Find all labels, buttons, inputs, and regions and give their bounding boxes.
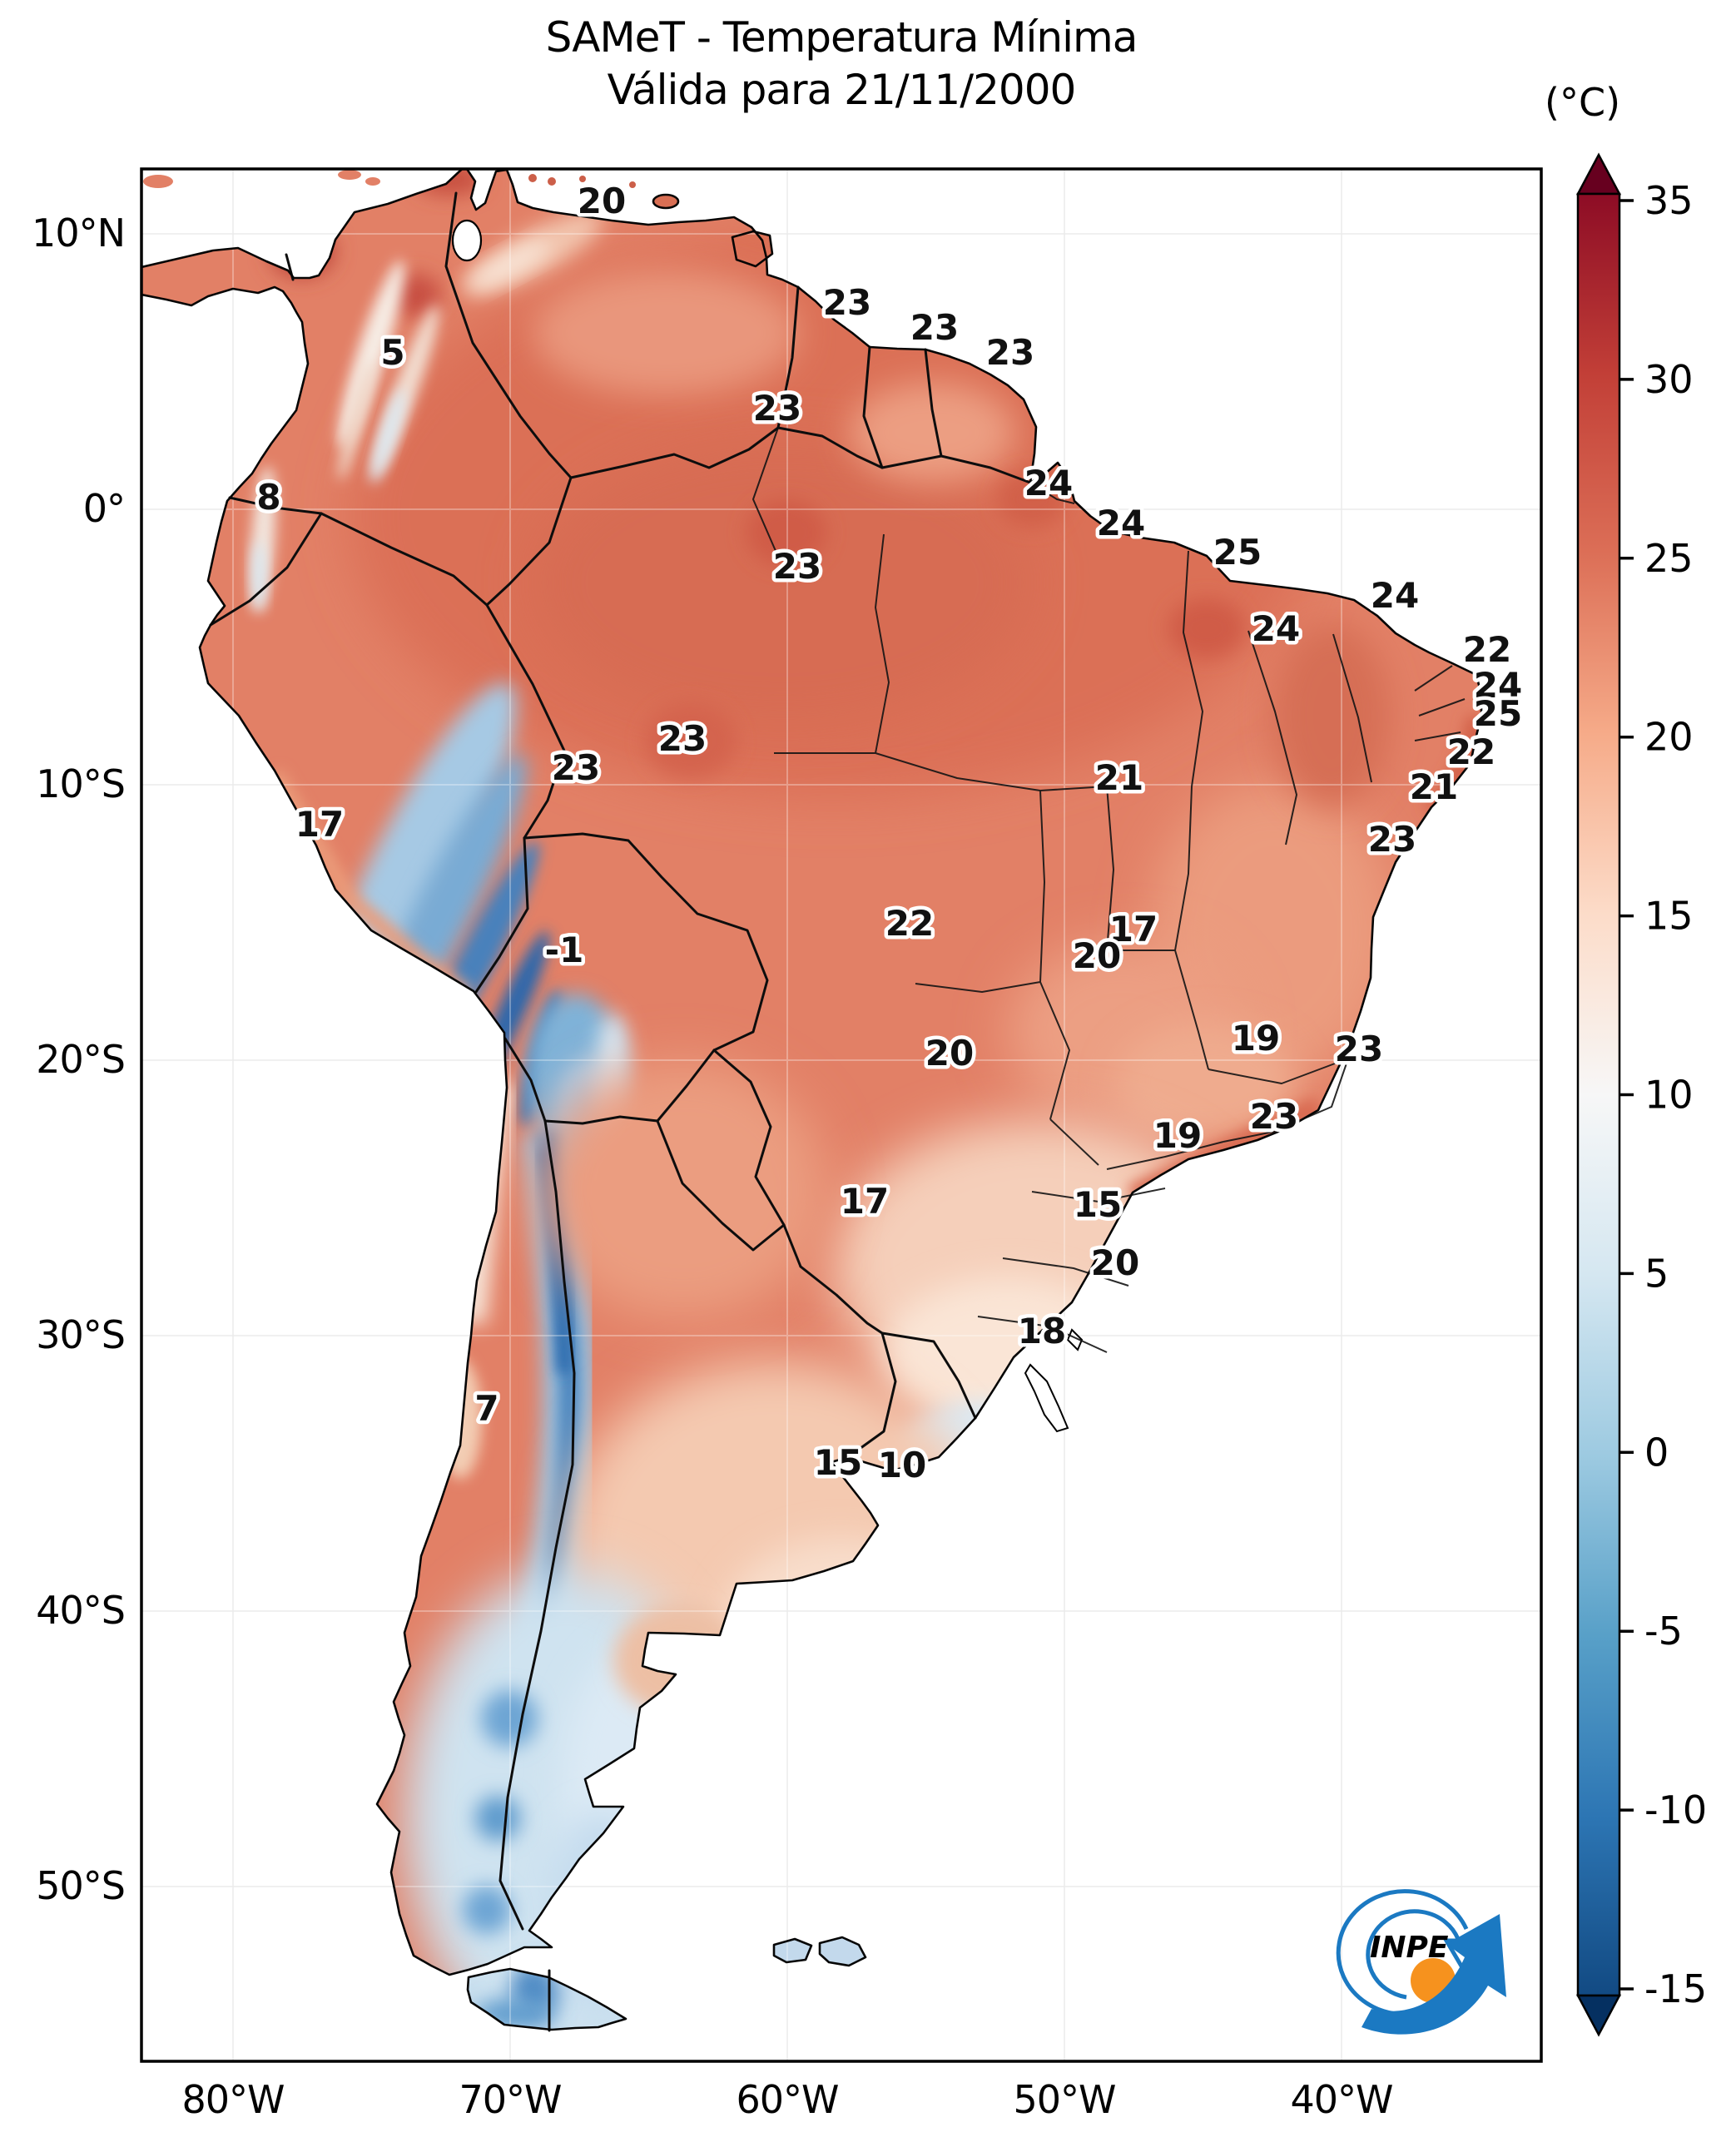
temperature-label: 24 [1252, 608, 1300, 649]
colorbar-tick-label: 0 [1644, 1430, 1669, 1475]
figure-title: SAMeT - Temperatura Mínima Válida para 2… [141, 12, 1541, 117]
colorbar-tick-label: -10 [1644, 1788, 1707, 1832]
country-borders [209, 191, 1032, 2032]
colorbar-tick-label: 20 [1644, 715, 1694, 760]
temperature-label: 21 [1095, 757, 1143, 798]
temperature-label: 15 [814, 1442, 862, 1483]
colorbar-tick-label: -5 [1644, 1609, 1683, 1654]
lat-tick-label: 30°S [36, 1312, 126, 1357]
figure-title-line2: Válida para 21/11/2000 [607, 66, 1077, 114]
colorbar-extend-bottom [1575, 1994, 1622, 2037]
temperature-label: 25 [1213, 532, 1262, 573]
colorbar-ticks: 35 30 25 20 15 10 5 0 -5 -10 -15 [1619, 178, 1707, 2011]
coastline [141, 169, 1483, 2031]
colorbar-tick-label: 25 [1644, 536, 1694, 581]
lon-tick-label: 80°W [181, 2077, 285, 2122]
colorbar-tick-label: 5 [1644, 1251, 1669, 1296]
inpe-logo-text: INPE [1370, 1931, 1449, 1965]
temperature-label: 22 [885, 903, 934, 944]
temperature-label: 23 [1335, 1029, 1383, 1069]
inpe-logo: INPE [1336, 1889, 1506, 2035]
temperature-label: 8 [256, 477, 280, 518]
map-frame [140, 167, 1543, 2063]
lat-tick-label: 50°S [36, 1863, 126, 1908]
temperature-label: 10 [878, 1445, 926, 1485]
temperature-label: 24 [1371, 575, 1419, 616]
temperature-label: 19 [1232, 1018, 1280, 1059]
temperature-label: 23 [658, 718, 707, 759]
temperature-label: -1 [545, 930, 584, 970]
temperature-label: 7 [474, 1388, 498, 1429]
temperature-label: 23 [910, 307, 959, 348]
south-america-landmass [141, 169, 1481, 2030]
temperature-label: 18 [1018, 1311, 1066, 1351]
temperature-label: 20 [578, 181, 626, 221]
temperature-label: 20 [1091, 1242, 1139, 1283]
temperature-label: 23 [986, 332, 1034, 373]
temperature-label: 23 [753, 388, 801, 429]
state-borders [752, 427, 1466, 1353]
temperature-label: 22 [1463, 629, 1511, 670]
latitude-axis: 10°N 0° 10°S 20°S 30°S 40°S 50°S [0, 0, 126, 2152]
lat-tick-label: 40°S [36, 1588, 126, 1633]
inpe-logo-inner-swirl [1366, 1909, 1461, 2000]
lon-tick-label: 70°W [459, 2077, 562, 2122]
temperature-label: 23 [552, 747, 600, 788]
colorbar-tick-label: -15 [1644, 1966, 1707, 2011]
temperature-label: 23 [823, 282, 871, 323]
lat-tick-label: 10°S [36, 761, 126, 806]
temperature-label: 23 [1250, 1096, 1298, 1137]
temperature-label: 20 [1073, 935, 1121, 976]
temperature-label: 20 [925, 1033, 974, 1074]
lon-tick-label: 40°W [1290, 2077, 1393, 2122]
colorbar-tick-label: 35 [1644, 178, 1694, 223]
lat-tick-label: 10°N [32, 211, 126, 255]
temperature-label: 23 [773, 546, 821, 587]
temperature-label: 22 [1447, 731, 1495, 772]
temperature-label: 23 [1368, 819, 1416, 860]
inpe-logo-outer-swirl [1336, 1889, 1469, 2016]
lat-tick-label: 20°S [36, 1037, 126, 1082]
colorbar: 35 30 25 20 15 10 5 0 -5 -10 -15 [1575, 152, 1707, 2037]
inpe-logo-swoosh-arrow [1362, 1914, 1506, 2035]
temperature-label: 24 [1024, 463, 1073, 503]
temperature-label: 24 [1474, 665, 1522, 706]
colorbar-tick-label: 15 [1644, 894, 1694, 939]
temperature-label: 25 [1474, 693, 1522, 734]
temperature-label: 17 [295, 804, 344, 845]
temperature-label: 21 [1410, 766, 1458, 807]
temperature-label: 17 [841, 1181, 889, 1222]
colorbar-tick-label: 30 [1644, 357, 1694, 402]
temperature-label: 15 [1074, 1184, 1122, 1225]
colorbar-unit-label: (°C) [1545, 80, 1621, 125]
lon-tick-label: 50°W [1013, 2077, 1116, 2122]
temperature-label: 19 [1153, 1115, 1202, 1156]
lakes [451, 219, 1084, 1433]
colorbar-tick-label: 10 [1644, 1073, 1694, 1118]
lon-tick-label: 60°W [736, 2077, 839, 2122]
figure-title-line1: SAMeT - Temperatura Mínima [545, 13, 1138, 62]
temperature-label: 24 [1097, 503, 1145, 543]
temperature-label: 5 [380, 332, 404, 373]
temperature-label: 17 [1109, 909, 1158, 950]
lat-tick-label: 0° [82, 486, 126, 531]
